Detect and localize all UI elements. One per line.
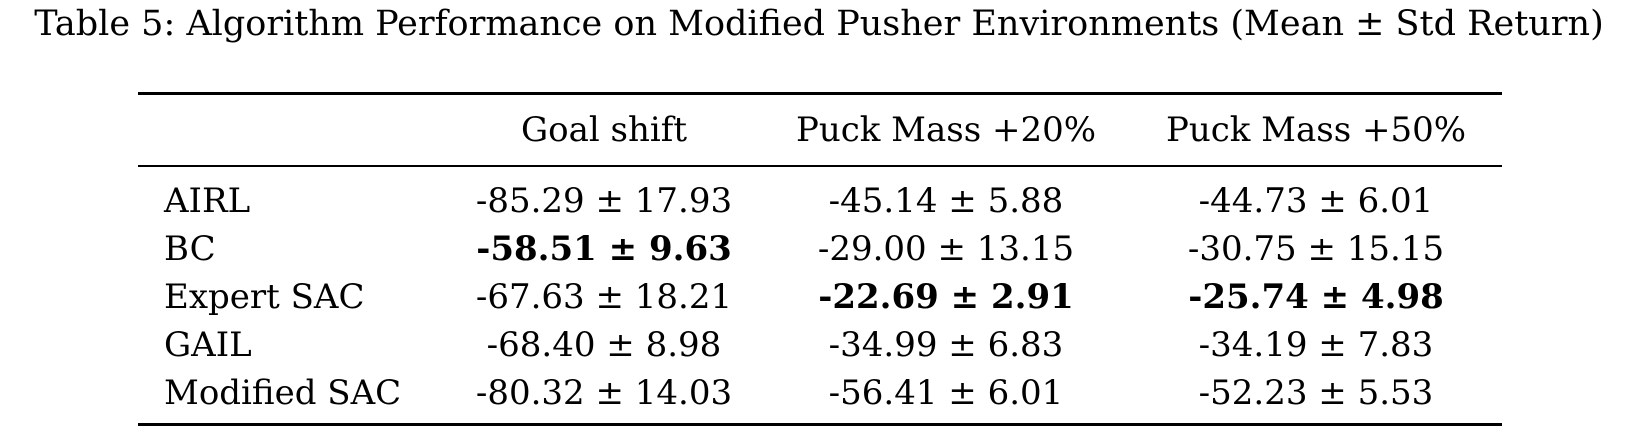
row-label: AIRL <box>164 181 251 221</box>
table-cell: -52.23 ± 5.53 <box>1198 373 1434 413</box>
table-header-row: Goal shift Puck Mass +20% Puck Mass +50% <box>138 93 1502 167</box>
table-cell: -29.00 ± 13.15 <box>817 229 1075 269</box>
table-cell: -80.32 ± 14.03 <box>475 373 733 413</box>
table-cell: -44.73 ± 6.01 <box>1198 181 1434 221</box>
table-cell: -45.14 ± 5.88 <box>828 181 1064 221</box>
header-puck-mass-50: Puck Mass +50% <box>1165 110 1467 150</box>
table-cell: -34.19 ± 7.83 <box>1198 325 1434 365</box>
row-label: GAIL <box>164 325 252 365</box>
table-cell: -25.74 ± 4.98 <box>1188 277 1444 317</box>
header-empty <box>138 94 446 167</box>
table-cell: -67.63 ± 18.21 <box>475 277 733 317</box>
table-cell: -22.69 ± 2.91 <box>818 277 1074 317</box>
table-cell: -30.75 ± 15.15 <box>1187 229 1445 269</box>
row-label: BC <box>164 229 216 269</box>
header-puck-mass-20: Puck Mass +20% <box>795 110 1097 150</box>
table-cell: -58.51 ± 9.63 <box>476 229 732 269</box>
table-row: Modified SAC -80.32 ± 14.03 -56.41 ± 6.0… <box>138 369 1502 425</box>
table-cell: -85.29 ± 17.93 <box>475 181 733 221</box>
table-row: AIRL -85.29 ± 17.93 -45.14 ± 5.88 -44.73… <box>138 166 1502 225</box>
table-cell: -68.40 ± 8.98 <box>486 325 722 365</box>
row-label: Expert SAC <box>164 277 365 317</box>
table-row: GAIL -68.40 ± 8.98 -34.99 ± 6.83 -34.19 … <box>138 321 1502 369</box>
table-cell: -56.41 ± 6.01 <box>828 373 1064 413</box>
table-row: BC -58.51 ± 9.63 -29.00 ± 13.15 -30.75 ±… <box>138 225 1502 273</box>
row-label: Modified SAC <box>164 373 402 413</box>
table-caption: Table 5: Algorithm Performance on Modifi… <box>34 4 1604 44</box>
results-table: Goal shift Puck Mass +20% Puck Mass +50%… <box>138 92 1502 426</box>
results-table-container: Goal shift Puck Mass +20% Puck Mass +50%… <box>138 92 1502 426</box>
header-goal-shift: Goal shift <box>520 110 688 150</box>
table-row: Expert SAC -67.63 ± 18.21 -22.69 ± 2.91 … <box>138 273 1502 321</box>
table-cell: -34.99 ± 6.83 <box>828 325 1064 365</box>
